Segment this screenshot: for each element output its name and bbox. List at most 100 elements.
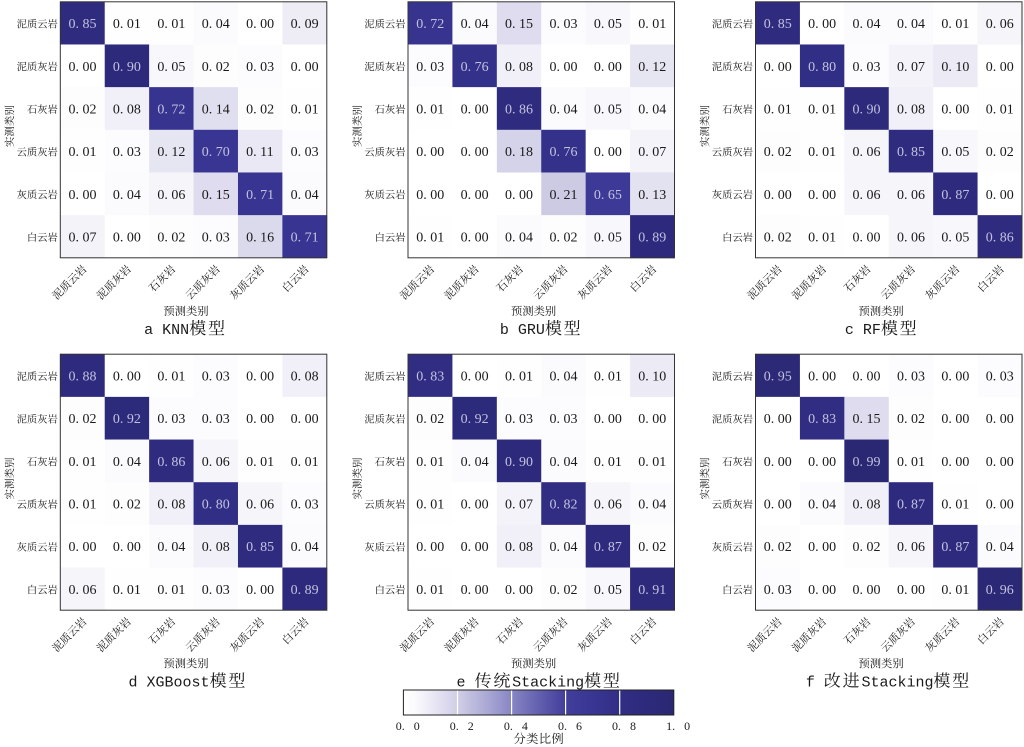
svg-text:0.00: 0. 00: [291, 60, 319, 75]
svg-text:0.00: 0. 00: [764, 60, 792, 75]
svg-text:0.04: 0. 04: [549, 455, 577, 470]
svg-text:0.85: 0. 85: [246, 540, 274, 555]
svg-text:0.01: 0. 01: [941, 583, 969, 598]
svg-text:0.04: 0. 04: [461, 17, 489, 32]
svg-text:0.86: 0. 86: [986, 230, 1014, 245]
svg-text:0.00: 0. 00: [69, 60, 97, 75]
svg-text:0.03: 0. 03: [549, 412, 577, 427]
svg-text:0.91: 0. 91: [638, 583, 666, 598]
svg-text:0.85: 0. 85: [764, 17, 792, 32]
svg-text:0.02: 0. 02: [157, 230, 185, 245]
svg-text:f: f: [806, 675, 815, 692]
svg-text:0.00: 0. 00: [461, 583, 489, 598]
svg-text:0.00: 0. 00: [594, 60, 622, 75]
svg-text:0.06: 0. 06: [986, 17, 1014, 32]
svg-text:0.03: 0. 03: [202, 230, 230, 245]
svg-text:0.01: 0. 01: [157, 583, 185, 598]
svg-text:0.04: 0. 04: [549, 102, 577, 117]
svg-text:0.71: 0. 71: [291, 230, 319, 245]
svg-text:Stacking: Stacking: [861, 675, 933, 692]
svg-text:0.00: 0. 00: [461, 230, 489, 245]
svg-text:0.04: 0. 04: [549, 370, 577, 385]
svg-text:0.85: 0. 85: [897, 145, 925, 160]
svg-text:0.03: 0. 03: [113, 145, 141, 160]
svg-text:0.10: 0. 10: [638, 370, 666, 385]
svg-text:0.87: 0. 87: [594, 540, 622, 555]
svg-text:0.06: 0. 06: [157, 188, 185, 203]
svg-text:0.01: 0. 01: [157, 17, 185, 32]
svg-text:0.07: 0. 07: [897, 60, 925, 75]
svg-text:0.09: 0. 09: [291, 17, 319, 32]
svg-text:0.08: 0. 08: [505, 60, 533, 75]
svg-text:0.00: 0. 00: [246, 370, 274, 385]
svg-text:0.00: 0. 00: [764, 498, 792, 513]
svg-text:0.08: 0. 08: [157, 498, 185, 513]
svg-text:0.08: 0. 08: [853, 498, 881, 513]
svg-text:0.10: 0. 10: [941, 60, 969, 75]
svg-text:0.80: 0. 80: [202, 498, 230, 513]
svg-text:0.02: 0. 02: [246, 102, 274, 117]
svg-text:0.92: 0. 92: [461, 412, 489, 427]
svg-text:0.00: 0. 00: [461, 540, 489, 555]
svg-text:0.04: 0. 04: [291, 188, 319, 203]
svg-text:0.87: 0. 87: [941, 188, 969, 203]
svg-text:0.04: 0. 04: [202, 17, 230, 32]
svg-text:0.88: 0. 88: [69, 370, 97, 385]
svg-text:0.01: 0. 01: [941, 17, 969, 32]
svg-text:0.92: 0. 92: [113, 412, 141, 427]
svg-text:0.05: 0. 05: [941, 230, 969, 245]
svg-text:0.00: 0. 00: [853, 370, 881, 385]
svg-text:0.00: 0. 00: [291, 412, 319, 427]
svg-text:0.15: 0. 15: [853, 412, 881, 427]
svg-text:0.08: 0. 08: [505, 540, 533, 555]
svg-text:0.03: 0. 03: [853, 60, 881, 75]
svg-text:0.00: 0. 00: [594, 145, 622, 160]
svg-text:0.06: 0. 06: [202, 455, 230, 470]
svg-text:0.00: 0. 00: [416, 145, 444, 160]
svg-text:0.04: 0. 04: [897, 17, 925, 32]
svg-text:0.08: 0. 08: [291, 370, 319, 385]
svg-text:0.03: 0. 03: [505, 412, 533, 427]
svg-text:0.00: 0. 00: [764, 412, 792, 427]
svg-text:0.02: 0. 02: [549, 230, 577, 245]
svg-text:0.87: 0. 87: [941, 540, 969, 555]
svg-text:0.00: 0. 00: [808, 188, 836, 203]
svg-text:0.01: 0. 01: [594, 455, 622, 470]
svg-text:0.01: 0. 01: [113, 583, 141, 598]
svg-text:0.02: 0. 02: [202, 60, 230, 75]
svg-text:d XGBoost: d XGBoost: [129, 675, 210, 692]
svg-text:0.03: 0. 03: [157, 412, 185, 427]
svg-text:0.11: 0. 11: [246, 145, 273, 160]
svg-text:0.06: 0. 06: [69, 583, 97, 598]
svg-text:0.01: 0. 01: [416, 583, 444, 598]
svg-text:0.85: 0. 85: [69, 17, 97, 32]
svg-text:0.01: 0. 01: [69, 498, 97, 513]
svg-text:0.03: 0. 03: [986, 370, 1014, 385]
svg-text:0.00: 0. 00: [461, 370, 489, 385]
svg-text:0.04: 0. 04: [157, 540, 185, 555]
svg-text:0.08: 0. 08: [113, 102, 141, 117]
svg-text:0.80: 0. 80: [808, 60, 836, 75]
svg-text:0.00: 0. 00: [808, 583, 836, 598]
svg-text:0.01: 0. 01: [986, 102, 1014, 117]
svg-text:0.76: 0. 76: [549, 145, 577, 160]
svg-text:0.89: 0. 89: [291, 583, 319, 598]
svg-text:0.05: 0. 05: [594, 102, 622, 117]
svg-text:0.01: 0. 01: [808, 102, 836, 117]
svg-text:0.06: 0. 06: [897, 188, 925, 203]
svg-text:0.00: 0. 00: [246, 583, 274, 598]
svg-text:0.00: 0. 00: [461, 498, 489, 513]
svg-text:0.00: 0. 00: [986, 455, 1014, 470]
svg-text:0.95: 0. 95: [764, 370, 792, 385]
svg-text:0.00: 0. 00: [113, 370, 141, 385]
svg-text:0.07: 0. 07: [638, 145, 666, 160]
svg-text:0.06: 0. 06: [853, 145, 881, 160]
svg-text:0.87: 0. 87: [897, 498, 925, 513]
svg-text:0.06: 0. 06: [853, 188, 881, 203]
svg-text:0.00: 0. 00: [986, 188, 1014, 203]
svg-text:0.08: 0. 08: [202, 540, 230, 555]
svg-text:0.00: 0. 00: [549, 60, 577, 75]
svg-text:0.02: 0. 02: [897, 412, 925, 427]
svg-text:0.65: 0. 65: [594, 188, 622, 203]
svg-text:0.00: 0. 00: [764, 188, 792, 203]
